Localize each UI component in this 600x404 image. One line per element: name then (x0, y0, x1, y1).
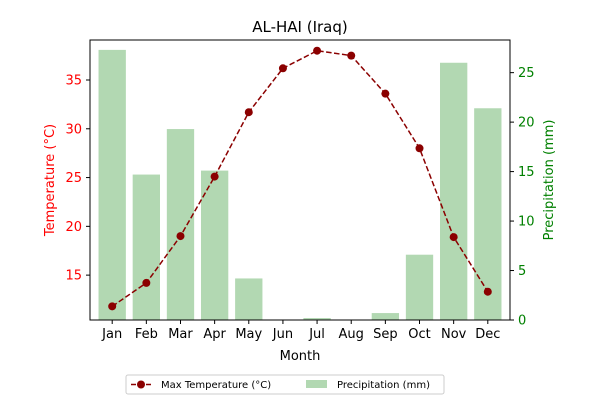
temperature-point-may (244, 108, 253, 117)
temperature-point-jul (313, 46, 322, 55)
x-tick-label-jul: Jul (308, 327, 325, 342)
x-tick-label-may: May (235, 327, 262, 342)
temperature-point-apr (210, 172, 219, 181)
y-right-tick-label-25: 25 (518, 66, 535, 81)
chart-title: AL-HAI (Iraq) (252, 18, 348, 36)
x-axis: Jan Feb Mar Apr May Jun Jul Aug Sep Oct Nov Dec (101, 320, 500, 342)
temperature-point-mar (176, 232, 185, 241)
y-right-tick-label-10: 10 (518, 215, 535, 230)
y-left-tick-label-35: 35 (65, 74, 82, 89)
y-axis-right-label: Precipitation (mm) (542, 120, 557, 241)
plot-frame (89, 39, 511, 321)
temperature-point-feb (142, 278, 151, 287)
precipitation-bar-dec (474, 108, 502, 321)
temperature-point-sep (381, 89, 390, 98)
x-tick-label-jun: Jun (272, 327, 293, 342)
y-axis-left-label: Temperature (°C) (43, 124, 58, 237)
x-axis-label: Month (280, 349, 321, 364)
y-left-tick-label-20: 20 (65, 220, 82, 235)
precipitation-bars (98, 49, 502, 321)
temperature-line-group (108, 46, 492, 311)
legend-bar-swatch (306, 380, 327, 388)
y-right-tick-label-0: 0 (518, 314, 526, 329)
precipitation-bar-may (235, 278, 263, 320)
y-axis-right: 0 5 10 15 20 25 (510, 66, 535, 329)
legend-label-precipitation: Precipitation (mm) (337, 380, 430, 391)
legend-frame (125, 374, 445, 395)
precipitation-bar-sep (371, 313, 400, 320)
temperature-line (111, 49, 489, 307)
temperature-point-dec (483, 287, 492, 296)
legend-marker-swatch (137, 380, 145, 389)
y-right-tick-label-15: 15 (518, 165, 535, 180)
y-right-tick-label-5: 5 (518, 264, 526, 279)
x-tick-label-feb: Feb (135, 327, 158, 342)
precipitation-bar-nov (440, 62, 468, 320)
temperature-point-aug (347, 51, 356, 60)
chart-legend: Max Temperature (°C) Precipitation (mm) (125, 374, 445, 395)
x-tick-label-aug: Aug (339, 327, 364, 342)
precipitation-bar-jul (303, 318, 331, 320)
x-tick-label-mar: Mar (168, 327, 193, 342)
temperature-point-jun (278, 64, 287, 73)
temperature-point-nov (449, 233, 458, 242)
temperature-point-jan (108, 302, 117, 311)
precipitation-bar-oct (405, 254, 434, 320)
y-right-tick-label-20: 20 (518, 116, 535, 131)
x-tick-label-oct: Oct (408, 327, 430, 342)
precipitation-bar-feb (132, 174, 160, 320)
y-left-tick-label-15: 15 (65, 269, 82, 284)
y-left-tick-label-30: 30 (65, 122, 82, 137)
precipitation-bar-apr (200, 170, 229, 320)
temperature-point-oct (415, 144, 424, 153)
precipitation-bar-jan (98, 49, 126, 320)
y-left-tick-label-25: 25 (65, 171, 82, 186)
x-tick-label-jan: Jan (101, 327, 122, 342)
x-tick-label-dec: Dec (475, 327, 500, 342)
x-tick-label-nov: Nov (441, 327, 467, 342)
precipitation-bar-mar (166, 129, 195, 320)
x-tick-label-sep: Sep (373, 327, 398, 342)
legend-label-temperature: Max Temperature (°C) (161, 380, 271, 391)
y-axis-left: 15 20 25 30 35 (65, 74, 90, 284)
x-tick-label-apr: Apr (203, 327, 226, 342)
